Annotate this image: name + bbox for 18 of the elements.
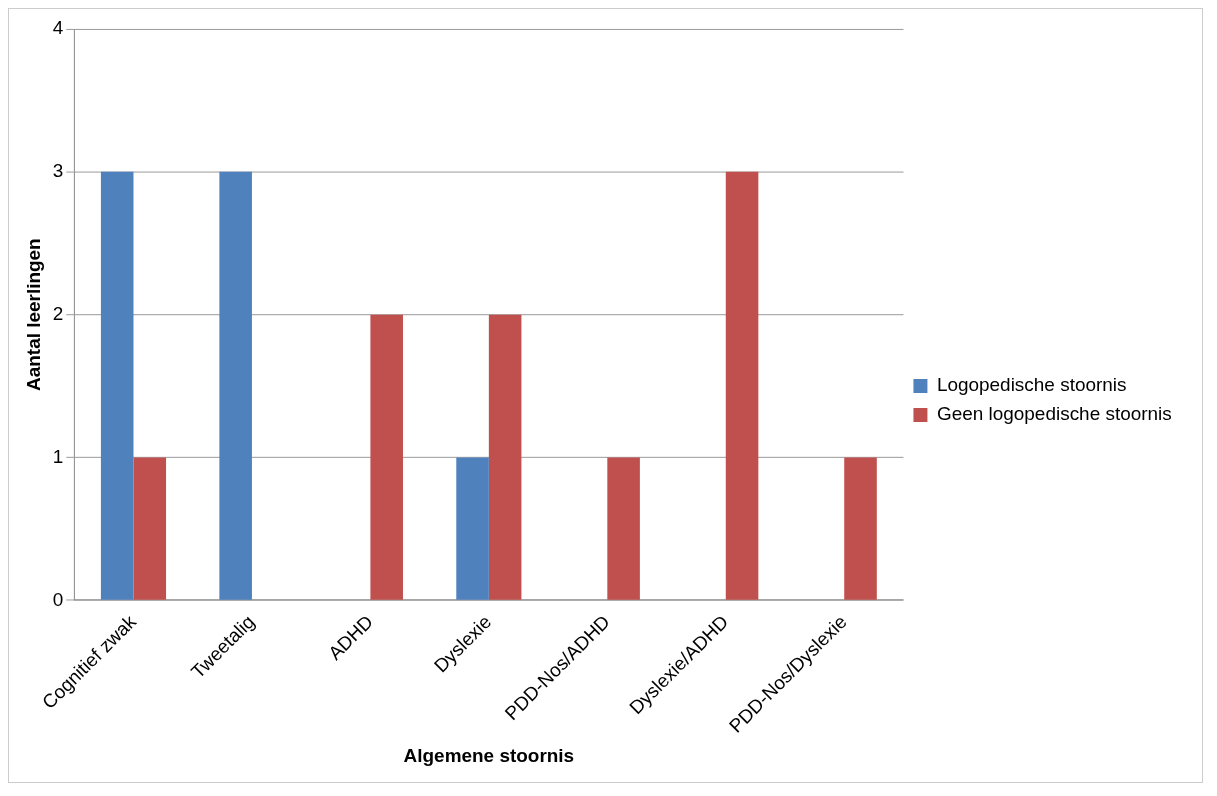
bar xyxy=(100,171,134,600)
legend-label: Geen logopedische stoornis xyxy=(936,403,1172,425)
bar xyxy=(456,457,489,600)
y-tick-label: 1 xyxy=(52,445,64,467)
y-tick-label: 0 xyxy=(52,588,64,610)
y-axis-title: Aantal leerlingen xyxy=(22,238,44,391)
bar xyxy=(133,457,167,600)
y-tick-label: 3 xyxy=(52,160,64,182)
legend-label: Logopedische stoornis xyxy=(936,374,1127,396)
x-axis-title: Algemene stoornis xyxy=(403,744,575,766)
bar xyxy=(219,171,252,600)
y-tick-label: 2 xyxy=(52,302,64,324)
bar xyxy=(844,457,877,600)
y-tick-label: 4 xyxy=(52,17,64,39)
bar xyxy=(370,314,403,600)
bar xyxy=(607,457,640,600)
bar xyxy=(488,314,522,600)
bar xyxy=(725,171,759,600)
